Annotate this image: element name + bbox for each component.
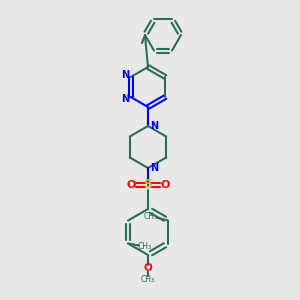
Text: N: N — [122, 94, 130, 104]
Text: O: O — [160, 180, 170, 190]
Text: N: N — [122, 70, 130, 80]
Text: CH₃: CH₃ — [138, 242, 152, 251]
Text: S: S — [143, 178, 152, 191]
Text: N: N — [150, 121, 158, 131]
Text: O: O — [126, 180, 136, 190]
Text: CH₃: CH₃ — [141, 274, 155, 284]
Text: CH₃: CH₃ — [144, 212, 158, 221]
Text: O: O — [144, 263, 152, 273]
Text: N: N — [150, 163, 158, 173]
